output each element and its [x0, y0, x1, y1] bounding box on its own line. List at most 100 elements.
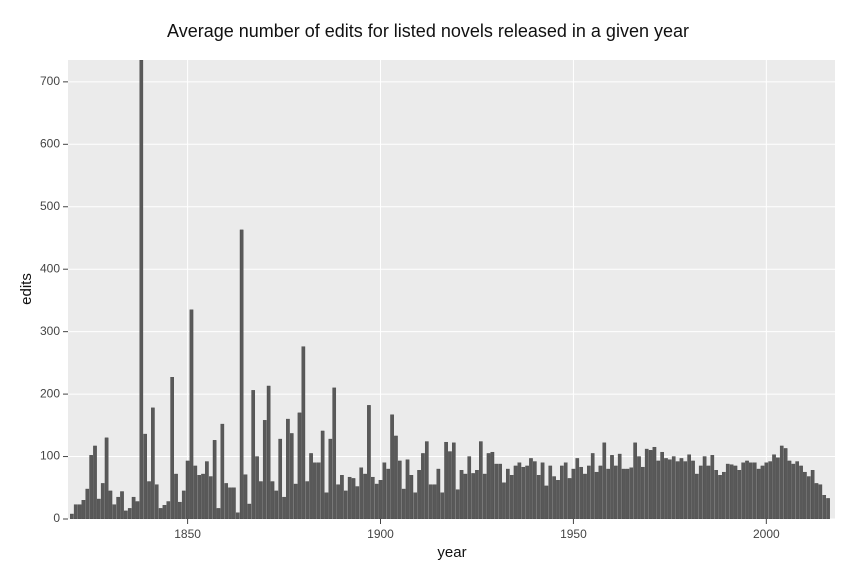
bar [544, 485, 549, 519]
bar [320, 430, 325, 519]
x-axis-title: year [437, 544, 466, 561]
bar [467, 456, 472, 519]
bar [756, 468, 761, 519]
bar [671, 456, 676, 519]
bar [205, 461, 209, 519]
bar [143, 433, 147, 519]
y-tick-label: 0 [53, 511, 60, 525]
bar [517, 462, 522, 519]
y-tick-label: 200 [40, 386, 60, 400]
bar [100, 483, 105, 519]
bar [818, 484, 823, 519]
bar [791, 463, 796, 519]
bar [139, 60, 144, 519]
bar [151, 407, 155, 519]
bar [506, 468, 510, 519]
bar [714, 470, 718, 519]
bar [278, 438, 283, 519]
bar [428, 484, 433, 519]
bar [340, 475, 344, 519]
bar [502, 482, 506, 519]
bar [147, 481, 151, 519]
bar [197, 475, 201, 519]
bar [656, 460, 661, 519]
bar [266, 385, 271, 519]
x-tick-label: 1900 [367, 527, 394, 541]
bar [691, 460, 695, 519]
bar [826, 498, 830, 519]
x-tick-label: 2000 [753, 527, 780, 541]
bar [695, 473, 699, 519]
bar [745, 460, 749, 519]
bar [637, 456, 641, 519]
bar [525, 465, 529, 519]
x-tick-label: 1950 [560, 527, 587, 541]
bar [216, 508, 221, 519]
bar [764, 462, 769, 519]
bar [529, 458, 533, 519]
bar [737, 470, 742, 519]
bar [560, 465, 564, 519]
bar [725, 463, 730, 519]
bar [513, 465, 518, 519]
bar [583, 473, 587, 519]
bar [548, 465, 553, 519]
bar [359, 467, 364, 519]
bar [174, 473, 178, 519]
bar [594, 471, 599, 519]
bar [343, 490, 348, 519]
bar [625, 468, 630, 519]
bar [386, 468, 391, 519]
bar [540, 462, 545, 519]
bar [255, 456, 259, 519]
bar [675, 461, 680, 519]
bar [448, 451, 452, 519]
bar [301, 346, 306, 519]
bar [220, 423, 225, 519]
bar [479, 441, 483, 519]
bar [228, 487, 232, 519]
bar [127, 508, 132, 519]
bar [509, 475, 514, 519]
bar [131, 496, 136, 519]
bar [810, 470, 815, 519]
bar [378, 480, 383, 519]
bar [374, 483, 379, 519]
bar [247, 503, 252, 519]
bar [367, 405, 371, 519]
bar [193, 465, 198, 519]
bar [440, 492, 445, 519]
bar [749, 462, 753, 519]
bar [606, 468, 610, 519]
bar [382, 462, 387, 519]
bar [621, 468, 626, 519]
bar [224, 483, 229, 519]
bar [259, 481, 263, 519]
bar [683, 461, 688, 519]
bar [405, 459, 410, 519]
bar [289, 433, 294, 519]
bar [563, 462, 568, 519]
bar [772, 454, 776, 519]
bar [413, 492, 418, 519]
bar [722, 471, 726, 519]
bar [390, 414, 394, 519]
bar [590, 453, 595, 519]
bar [432, 484, 437, 519]
bar [451, 442, 456, 519]
bar [154, 484, 159, 519]
bar [181, 490, 186, 519]
bar [97, 498, 101, 519]
bar [212, 440, 217, 519]
bar [486, 453, 491, 519]
bar [93, 445, 97, 519]
bar [552, 476, 556, 519]
bar [232, 487, 236, 519]
bar [610, 455, 614, 519]
bar [347, 476, 352, 519]
bar [158, 508, 163, 519]
bar [783, 448, 788, 519]
bar [336, 484, 340, 519]
bar [170, 377, 174, 519]
bar [760, 465, 765, 519]
